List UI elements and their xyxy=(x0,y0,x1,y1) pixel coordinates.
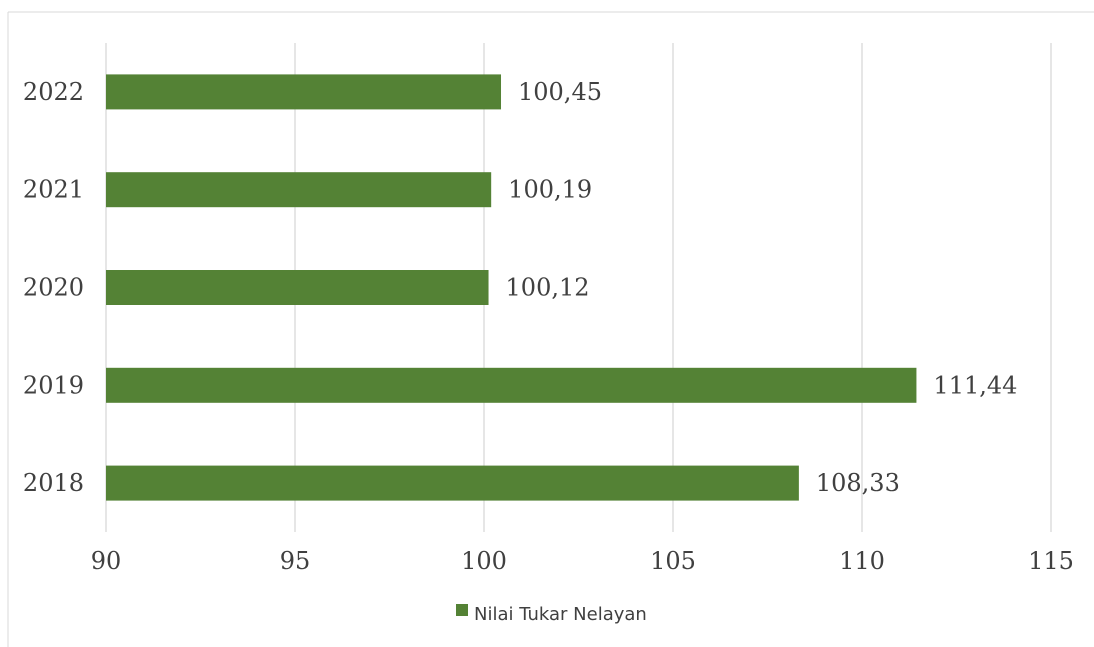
x-tick-label-95: 95 xyxy=(280,547,311,575)
bar-2021 xyxy=(106,172,492,208)
bar-2018 xyxy=(106,465,799,501)
labels: 90 95 100 105 110 115 2022 100,45 2021 100,19 2020… xyxy=(23,78,1074,575)
bars xyxy=(106,74,917,501)
x-tick-label-110: 110 xyxy=(839,547,885,575)
y-tick-label-2019: 2019 xyxy=(23,371,84,399)
legend-swatch xyxy=(456,604,468,616)
x-tick-label-90: 90 xyxy=(91,547,122,575)
bar-2022 xyxy=(106,74,502,110)
x-tick-label-115: 115 xyxy=(1028,547,1074,575)
y-tick-label-2021: 2021 xyxy=(23,176,84,204)
data-label-2019: 111,44 xyxy=(933,371,1017,399)
x-tick-label-105: 105 xyxy=(650,547,696,575)
bar-2019 xyxy=(106,367,917,403)
y-tick-label-2022: 2022 xyxy=(23,78,84,106)
data-label-2018: 108,33 xyxy=(816,469,900,497)
y-tick-label-2018: 2018 xyxy=(23,469,84,497)
legend-label: Nilai Tukar Nelayan xyxy=(474,604,647,625)
y-tick-label-2020: 2020 xyxy=(23,274,84,302)
data-label-2022: 100,45 xyxy=(518,78,602,106)
data-label-2021: 100,19 xyxy=(508,176,592,204)
data-label-2020: 100,12 xyxy=(506,274,590,302)
bar-2020 xyxy=(106,270,489,305)
legend: Nilai Tukar Nelayan xyxy=(456,604,647,625)
x-tick-label-100: 100 xyxy=(461,547,507,575)
